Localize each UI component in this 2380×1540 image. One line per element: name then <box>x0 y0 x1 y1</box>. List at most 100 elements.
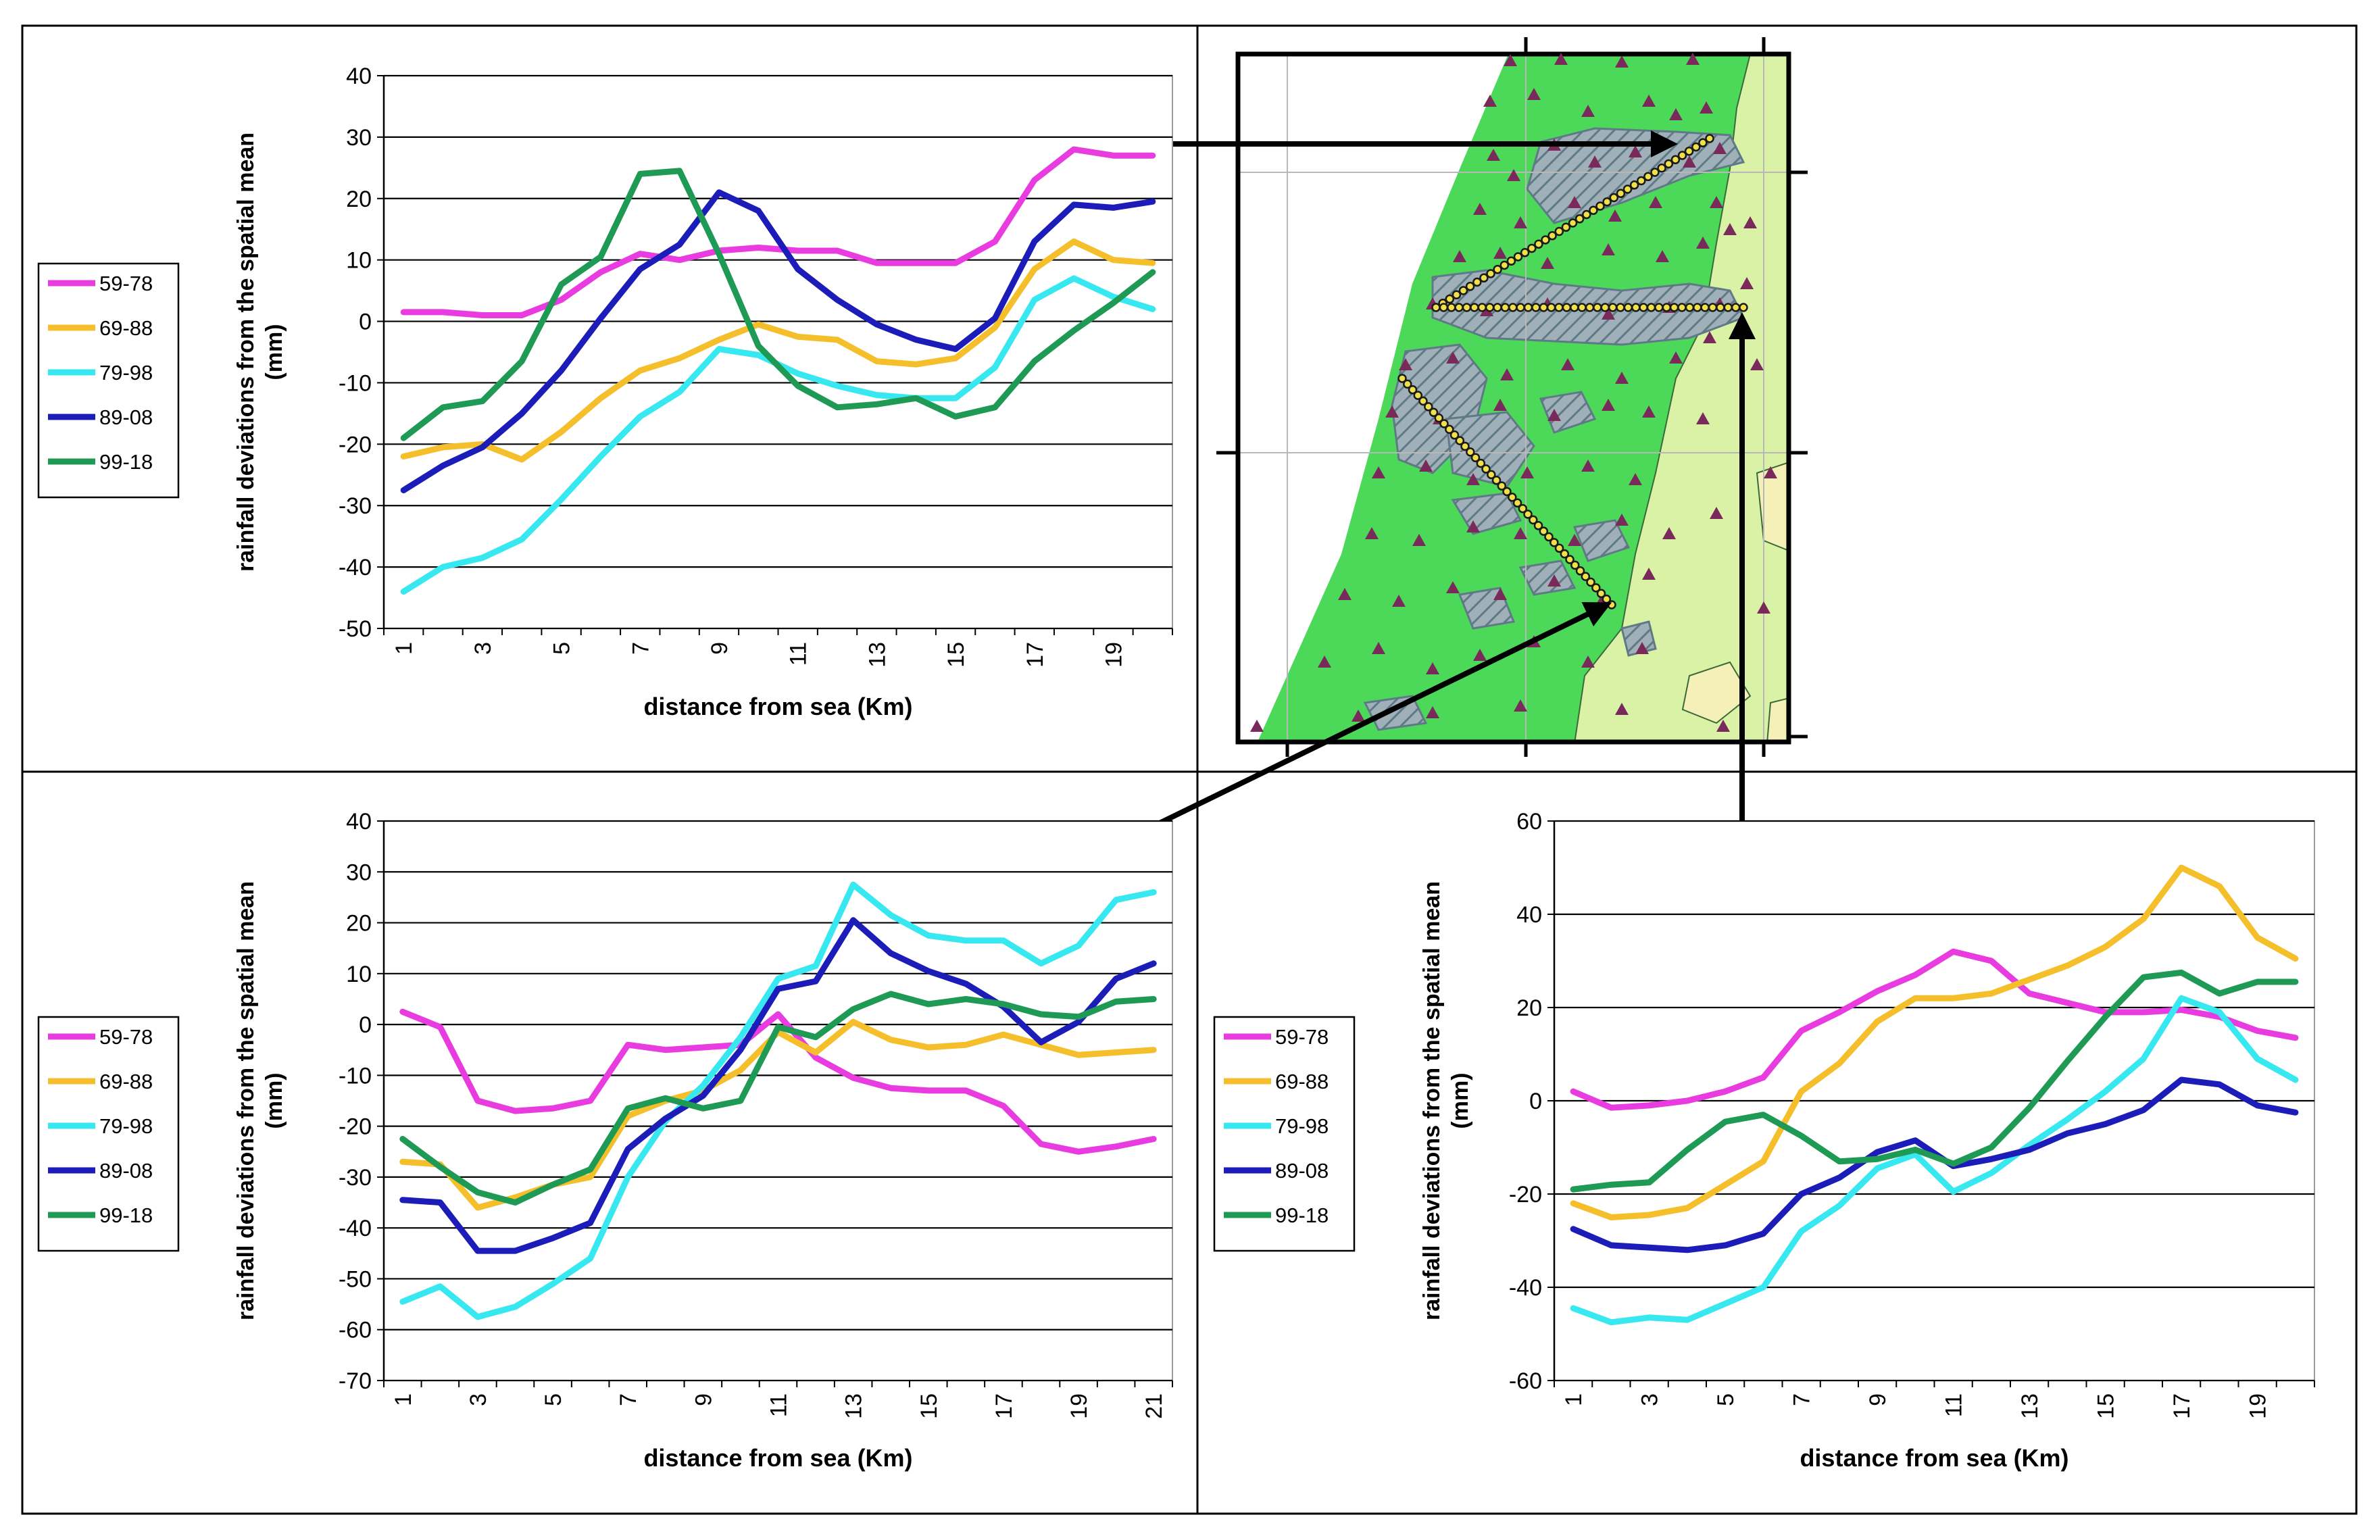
station-icon <box>1493 399 1507 411</box>
x-tick-label: 1 <box>391 642 417 655</box>
x-tick-label: 13 <box>841 1393 867 1419</box>
x-tick-label: 17 <box>991 1393 1017 1419</box>
transect-point <box>1523 303 1533 312</box>
legend-label: 89-08 <box>99 1159 153 1183</box>
series-line-69-88 <box>1570 864 2299 1220</box>
station-icon <box>1581 105 1595 117</box>
legend-label: 79-98 <box>1275 1114 1329 1138</box>
y-axis-label: rainfall deviations from the spatial mea… <box>1419 881 1473 1320</box>
transect-point <box>1700 303 1710 312</box>
transect-point <box>1554 226 1564 237</box>
transect-point <box>1449 430 1460 440</box>
series-line-79-98 <box>1570 995 2299 1326</box>
transect-point <box>1541 235 1550 245</box>
x-tick-label: 1 <box>391 1393 416 1406</box>
transect-point <box>1439 303 1449 312</box>
series-line-89-08 <box>1570 1076 2299 1253</box>
x-axis-label: distance from sea (Km) <box>643 1444 912 1472</box>
transect-point <box>1445 294 1455 304</box>
station-icon <box>1372 642 1385 654</box>
transect-point <box>1554 543 1564 553</box>
legend-box <box>37 1016 180 1252</box>
x-tick-label: 21 <box>1141 1393 1167 1419</box>
legend-box <box>37 262 180 499</box>
legend: 59-78 69-88 79-98 89-08 99-18 <box>1213 1016 1356 1252</box>
series-line-59-78 <box>399 1008 1157 1155</box>
y-tick-label: -30 <box>339 1165 372 1191</box>
station-icon <box>1568 534 1581 546</box>
station-icon <box>1500 368 1514 380</box>
station-icon <box>1514 699 1527 712</box>
transect-point <box>1413 391 1423 400</box>
transect-northern <box>1431 134 1714 312</box>
transect-point <box>1664 159 1674 169</box>
transect-point <box>1470 453 1481 463</box>
transect-point <box>1500 303 1510 312</box>
transect-point <box>1506 256 1516 266</box>
transect-point <box>1739 303 1748 312</box>
transect-point <box>1454 303 1464 312</box>
legend-label: 59-78 <box>1275 1025 1329 1049</box>
map-border <box>1235 51 1791 745</box>
transect-point <box>1708 303 1718 312</box>
x-tick-label: 3 <box>1637 1393 1663 1406</box>
transect-point <box>1586 577 1595 587</box>
station-icon <box>1338 588 1352 600</box>
transect-point <box>1534 239 1543 249</box>
series-line-89-08 <box>400 189 1156 493</box>
x-tick-label: 9 <box>1865 1393 1891 1406</box>
station-icon <box>1453 250 1466 262</box>
transect-point <box>1518 503 1528 514</box>
x-tick-label: 15 <box>2093 1393 2119 1419</box>
y-tick-label: -40 <box>339 555 372 580</box>
transect-point <box>1600 303 1610 312</box>
y-tick-label: 20 <box>1516 995 1542 1021</box>
legend-label: 99-18 <box>1275 1203 1329 1227</box>
transect-point <box>1698 138 1708 148</box>
y-tick-label: 0 <box>359 1012 372 1038</box>
series-line-59-78 <box>400 146 1156 318</box>
station-icon <box>1615 55 1629 68</box>
station-icon <box>1686 53 1700 65</box>
x-tick-label: 3 <box>466 1393 491 1406</box>
x-tick-label: 19 <box>2246 1393 2271 1419</box>
transect-point <box>1716 303 1725 312</box>
station-icon <box>1750 358 1764 370</box>
station-icon <box>1385 405 1399 418</box>
transect-point <box>1477 303 1487 312</box>
transect-point <box>1639 303 1648 312</box>
y-tick-label: 60 <box>1516 809 1542 835</box>
station-icon <box>1487 149 1500 161</box>
station-icon <box>1629 145 1642 157</box>
transect-point <box>1531 303 1541 312</box>
x-tick-label: 19 <box>1066 1393 1092 1419</box>
transect-point <box>1650 168 1660 177</box>
transect-point <box>1646 303 1656 312</box>
transect-point <box>1508 303 1518 312</box>
transect-point <box>1662 303 1672 312</box>
transect-point <box>1512 498 1522 508</box>
station-icon <box>1399 358 1412 370</box>
transect-point <box>1479 273 1489 283</box>
station-icon <box>1520 466 1534 478</box>
station-icon <box>1365 527 1379 539</box>
series-line-99-18 <box>400 168 1156 441</box>
station-icon <box>1710 196 1723 208</box>
transect-point <box>1693 303 1702 312</box>
legend-label: 69-88 <box>99 1070 153 1093</box>
station-icon <box>1547 574 1561 587</box>
transect-point <box>1691 142 1701 152</box>
transect-point <box>1582 209 1591 220</box>
station-icon <box>1669 108 1683 120</box>
x-tick-label: 15 <box>916 1393 942 1419</box>
transect-point <box>1485 303 1495 312</box>
station-icon <box>1669 351 1683 364</box>
station-icon <box>1507 169 1520 181</box>
region-map <box>1216 37 1808 757</box>
transect-point <box>1570 560 1580 570</box>
station-icon <box>1419 459 1433 472</box>
transect-point <box>1677 151 1687 160</box>
transect-point <box>1561 222 1571 232</box>
